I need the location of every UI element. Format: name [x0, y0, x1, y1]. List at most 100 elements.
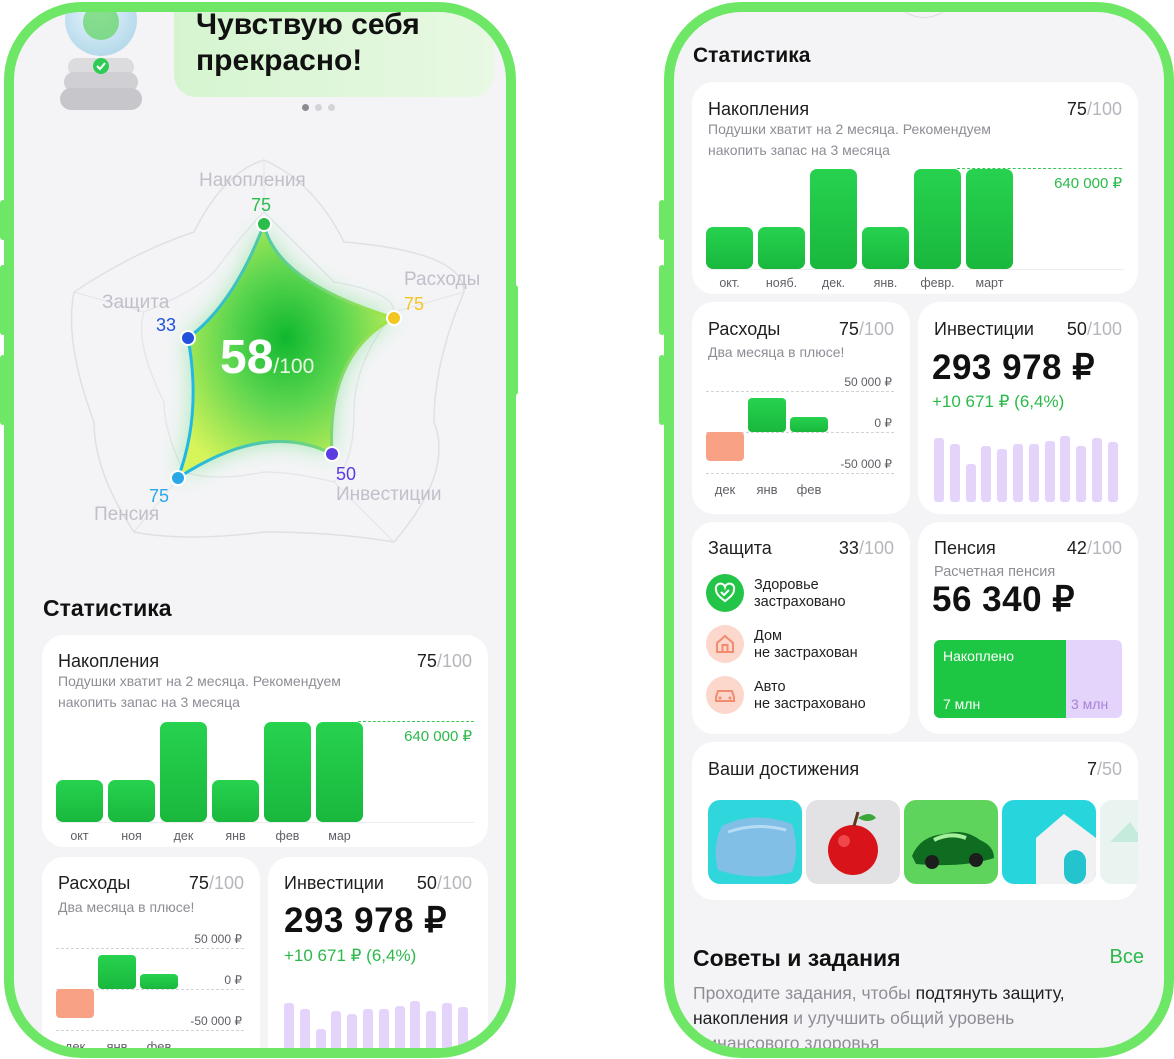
- achievement-house[interactable]: [1002, 800, 1096, 884]
- radar-point-protection: [180, 330, 196, 346]
- savings-month-label: дек: [173, 829, 194, 843]
- savings-baseline: [56, 822, 474, 823]
- investments-history-bar: [997, 449, 1008, 502]
- savings-desc-line2-right: накопить запас на 3 месяца: [708, 142, 890, 158]
- investments-change: +10 671 ₽ (6,4%): [284, 946, 417, 965]
- savings-card-right[interactable]: Накопления 75/100 Подушки хватит на 2 ме…: [692, 82, 1138, 294]
- savings-target-label-right: 640 000 ₽: [1054, 175, 1122, 192]
- carousel-pager[interactable]: [302, 104, 342, 114]
- expenses-month-label: дек: [714, 482, 736, 497]
- mascot-illustration: [46, 12, 156, 122]
- pension-progress: Накоплено 7 млн 3 млн: [934, 640, 1122, 718]
- radar-label-pension: Пенсия: [94, 504, 160, 525]
- stats-title: Статистика: [43, 595, 172, 621]
- savings-month-label: окт.: [719, 276, 740, 290]
- achievement-partial[interactable]: [1100, 800, 1138, 884]
- pension-card[interactable]: Пенсия 42/100 Расчетная пенсия 56 340 ₽ …: [918, 522, 1138, 734]
- expenses-bar-1: [98, 955, 136, 989]
- savings-month-label: янв.: [873, 276, 898, 290]
- financial-health-radar: [70, 159, 465, 543]
- pension-amount: 56 340 ₽: [932, 580, 1076, 619]
- pension-saved-value: 7 млн: [943, 696, 981, 712]
- expenses-month-label: янв: [756, 482, 778, 497]
- car-uninsured-icon: [706, 676, 744, 714]
- savings-desc-line1: Подушки хватит на 2 месяца. Рекомендуем: [58, 673, 341, 689]
- savings-month-label: ноя: [121, 829, 142, 843]
- achievement-pillow[interactable]: [708, 800, 802, 884]
- investments-history-bar: [299, 1009, 310, 1048]
- total-score-value: 58: [220, 331, 274, 384]
- investments-card[interactable]: Инвестиции 50/100 293 978 ₽ +10 671 ₽ (6…: [268, 857, 488, 1048]
- expenses-gridline: [706, 432, 894, 433]
- expenses-card[interactable]: Расходы 75/100 Два месяца в плюсе! 50 00…: [42, 857, 260, 1054]
- savings-bar-1: [108, 780, 155, 822]
- expenses-bar-2: [790, 417, 828, 432]
- savings-bar-3: [862, 227, 909, 269]
- investments-score-right: 50/100: [1066, 319, 1122, 339]
- investments-history-bar: [331, 1011, 342, 1048]
- investments-history-bar: [1060, 436, 1071, 502]
- savings-bar-0: [56, 780, 103, 822]
- protection-card[interactable]: Защита 33/100 Здоровье застраховано Дом не…: [692, 522, 910, 734]
- protection-title: Защита: [708, 538, 772, 558]
- savings-month-label: фев: [275, 829, 300, 843]
- right-phone-side-button: [659, 265, 665, 335]
- expenses-month-label: фев: [146, 1039, 172, 1054]
- mascot-speech-bubble: Чувствую себя прекрасно!: [174, 12, 494, 97]
- achievement-apple[interactable]: [806, 800, 900, 884]
- achievement-car[interactable]: [904, 800, 998, 884]
- left-phone-screen: Чувствую себя прекрасно!: [4, 2, 516, 1058]
- expenses-bar-0: [56, 989, 94, 1018]
- radar-point-savings: [256, 216, 272, 232]
- stats-title-right: Статистика: [693, 44, 811, 67]
- total-score-max: /100: [273, 355, 315, 378]
- investments-title-right: Инвестиции: [934, 319, 1034, 339]
- pager-dot: [328, 104, 335, 111]
- investments-history-bar: [457, 1007, 468, 1048]
- savings-month-label: окт: [70, 829, 89, 843]
- expenses-y-label: 0 ₽: [224, 973, 242, 987]
- investments-history-bar: [1107, 442, 1118, 502]
- expenses-gridline: [706, 473, 894, 474]
- savings-month-label: март: [975, 276, 1004, 290]
- savings-title-right: Накопления: [708, 99, 810, 119]
- savings-card[interactable]: Накопления 75/100 Подушки хватит на 2 ме…: [42, 635, 488, 847]
- investments-history-bar: [981, 446, 992, 502]
- expenses-y-label: 50 000 ₽: [844, 375, 892, 389]
- health-insured-icon: [706, 574, 744, 612]
- investments-history-bar: [965, 464, 976, 502]
- car-status: Авто не застраховано: [754, 679, 866, 712]
- investments-history-bar: [315, 1029, 326, 1048]
- savings-score: 75/100: [416, 651, 472, 671]
- expenses-title-right: Расходы: [708, 319, 781, 339]
- investments-history-bar: [1028, 444, 1039, 502]
- savings-bar-4: [914, 169, 961, 269]
- radar-grid-middle: [140, 211, 395, 483]
- achievements-card[interactable]: Ваши достижения 7/50: [692, 742, 1138, 900]
- expenses-month-label: янв: [106, 1039, 128, 1054]
- radar-value-expenses: 75: [404, 294, 425, 314]
- pager-dot-active: [302, 104, 309, 111]
- left-phone-side-button: [0, 265, 6, 335]
- home-status: Дом не застрахован: [754, 628, 858, 661]
- achievements-title: Ваши достижения: [708, 759, 860, 779]
- expenses-desc: Два месяца в плюсе!: [58, 899, 195, 915]
- savings-baseline-right: [706, 269, 1124, 270]
- savings-bar-2: [810, 169, 857, 269]
- radar-point-pension: [170, 470, 186, 486]
- tips-all-link[interactable]: Все: [1109, 946, 1144, 968]
- expenses-gridline: [56, 1030, 244, 1031]
- home-uninsured-icon: [706, 625, 744, 663]
- expenses-card-right[interactable]: Расходы 75/100 Два месяца в плюсе! 50 00…: [692, 302, 910, 514]
- total-score: 58/100: [220, 330, 314, 385]
- investments-card-right[interactable]: Инвестиции 50/100 293 978 ₽ +10 671 ₽ (6…: [918, 302, 1138, 514]
- savings-desc-line2: накопить запас на 3 месяца: [58, 694, 240, 710]
- achievements-count: 7/50: [1086, 759, 1122, 779]
- investments-history-bar: [1076, 446, 1087, 502]
- radar-label-investments: Инвестиции: [336, 484, 442, 505]
- savings-target-line: [358, 721, 474, 722]
- investments-history-bar: [394, 1006, 405, 1048]
- investments-history-bar: [949, 444, 960, 502]
- protection-score: 33/100: [838, 538, 894, 558]
- pension-saved-fill: [934, 640, 1066, 718]
